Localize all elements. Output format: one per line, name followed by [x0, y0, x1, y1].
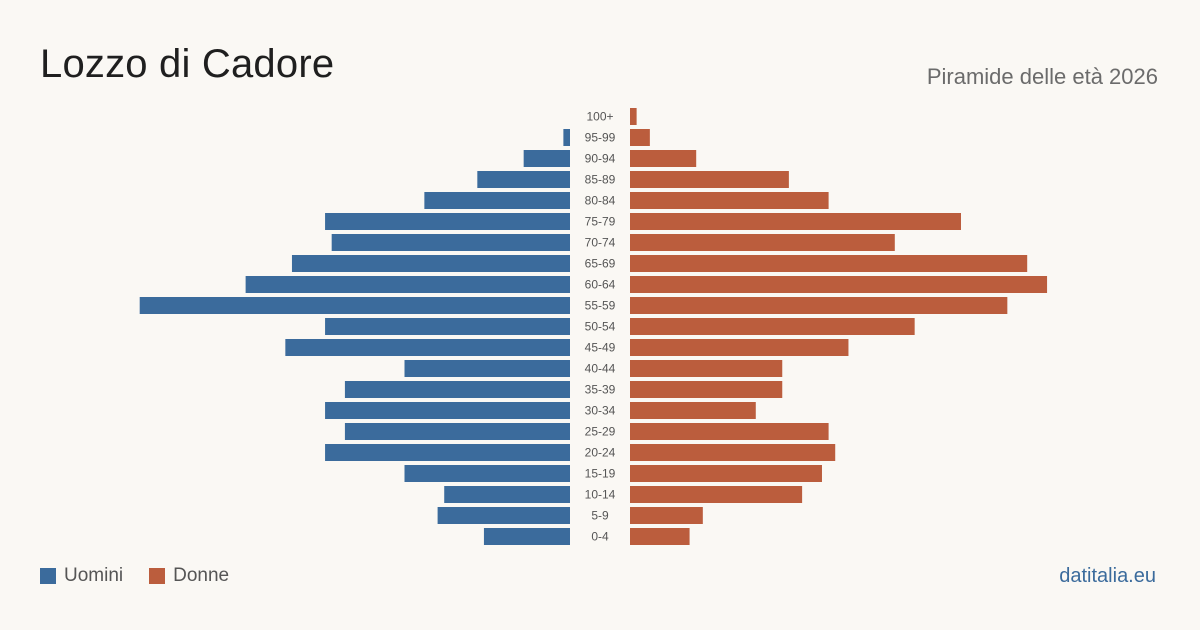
bar-women-15-19 [630, 465, 822, 482]
age-label-100-plus: 100+ [586, 110, 613, 124]
bar-women-45-49 [630, 339, 849, 356]
bar-men-50-54 [325, 318, 570, 335]
bar-men-45-49 [285, 339, 570, 356]
age-label-20-24: 20-24 [585, 446, 616, 460]
age-label-0-4: 0-4 [591, 530, 609, 544]
legend-item-men: Uomini [40, 565, 123, 587]
bar-men-10-14 [444, 486, 570, 503]
bar-men-20-24 [325, 444, 570, 461]
bar-women-65-69 [630, 255, 1028, 272]
bar-women-85-89 [630, 171, 789, 188]
bar-women-25-29 [630, 423, 829, 440]
bar-women-50-54 [630, 318, 915, 335]
bar-men-85-89 [477, 171, 570, 188]
bar-women-35-39 [630, 381, 783, 398]
bar-women-95-99 [630, 129, 650, 146]
age-label-95-99: 95-99 [585, 131, 616, 145]
bar-men-0-4 [483, 528, 570, 545]
age-label-75-79: 75-79 [585, 215, 616, 229]
bar-men-95-99 [563, 129, 570, 146]
bar-men-30-34 [325, 402, 570, 419]
age-label-80-84: 80-84 [585, 194, 616, 208]
age-label-90-94: 90-94 [585, 152, 616, 166]
age-label-70-74: 70-74 [585, 236, 616, 250]
age-label-35-39: 35-39 [585, 383, 616, 397]
bar-women-5-9 [630, 507, 703, 524]
age-label-15-19: 15-19 [585, 467, 616, 481]
bar-women-40-44 [630, 360, 783, 377]
bar-women-10-14 [630, 486, 803, 503]
bar-women-100-plus [630, 108, 637, 125]
page-title: Lozzo di Cadore [40, 42, 335, 86]
bar-women-20-24 [630, 444, 836, 461]
bar-women-80-84 [630, 192, 829, 209]
bar-men-25-29 [344, 423, 570, 440]
bar-men-55-59 [139, 297, 570, 314]
bar-women-60-64 [630, 276, 1048, 293]
age-label-55-59: 55-59 [585, 299, 616, 313]
legend-swatch-women [149, 568, 166, 584]
legend-label-women: Donne [173, 565, 230, 586]
age-label-30-34: 30-34 [585, 404, 616, 418]
age-label-40-44: 40-44 [585, 362, 616, 376]
age-label-25-29: 25-29 [585, 425, 616, 439]
bar-women-0-4 [630, 528, 690, 545]
legend-item-women: Donne [149, 565, 229, 587]
legend-swatch-men [40, 568, 56, 584]
bar-women-30-34 [630, 402, 756, 419]
age-label-85-89: 85-89 [585, 173, 616, 187]
bar-men-60-64 [245, 276, 570, 293]
chart-legend: Uomini Donne [40, 565, 255, 587]
bar-women-75-79 [630, 213, 961, 230]
bar-men-5-9 [437, 507, 570, 524]
age-label-10-14: 10-14 [585, 488, 616, 502]
bar-men-35-39 [344, 381, 570, 398]
chart-subtitle: Piramide delle età 2026 [926, 64, 1158, 89]
bar-men-80-84 [424, 192, 570, 209]
bar-men-65-69 [291, 255, 570, 272]
bar-women-70-74 [630, 234, 895, 251]
bar-men-90-94 [523, 150, 570, 167]
age-label-65-69: 65-69 [585, 257, 616, 271]
bar-women-90-94 [630, 150, 697, 167]
bar-men-15-19 [404, 465, 570, 482]
bar-men-40-44 [404, 360, 570, 377]
bar-men-70-74 [331, 234, 570, 251]
age-label-50-54: 50-54 [585, 320, 616, 334]
brand-link[interactable]: datitalia.eu [1059, 565, 1156, 587]
legend-label-men: Uomini [64, 565, 124, 586]
age-label-5-9: 5-9 [591, 509, 609, 523]
bar-men-75-79 [325, 213, 570, 230]
age-label-45-49: 45-49 [585, 341, 616, 355]
age-label-60-64: 60-64 [585, 278, 616, 292]
bar-women-55-59 [630, 297, 1008, 314]
